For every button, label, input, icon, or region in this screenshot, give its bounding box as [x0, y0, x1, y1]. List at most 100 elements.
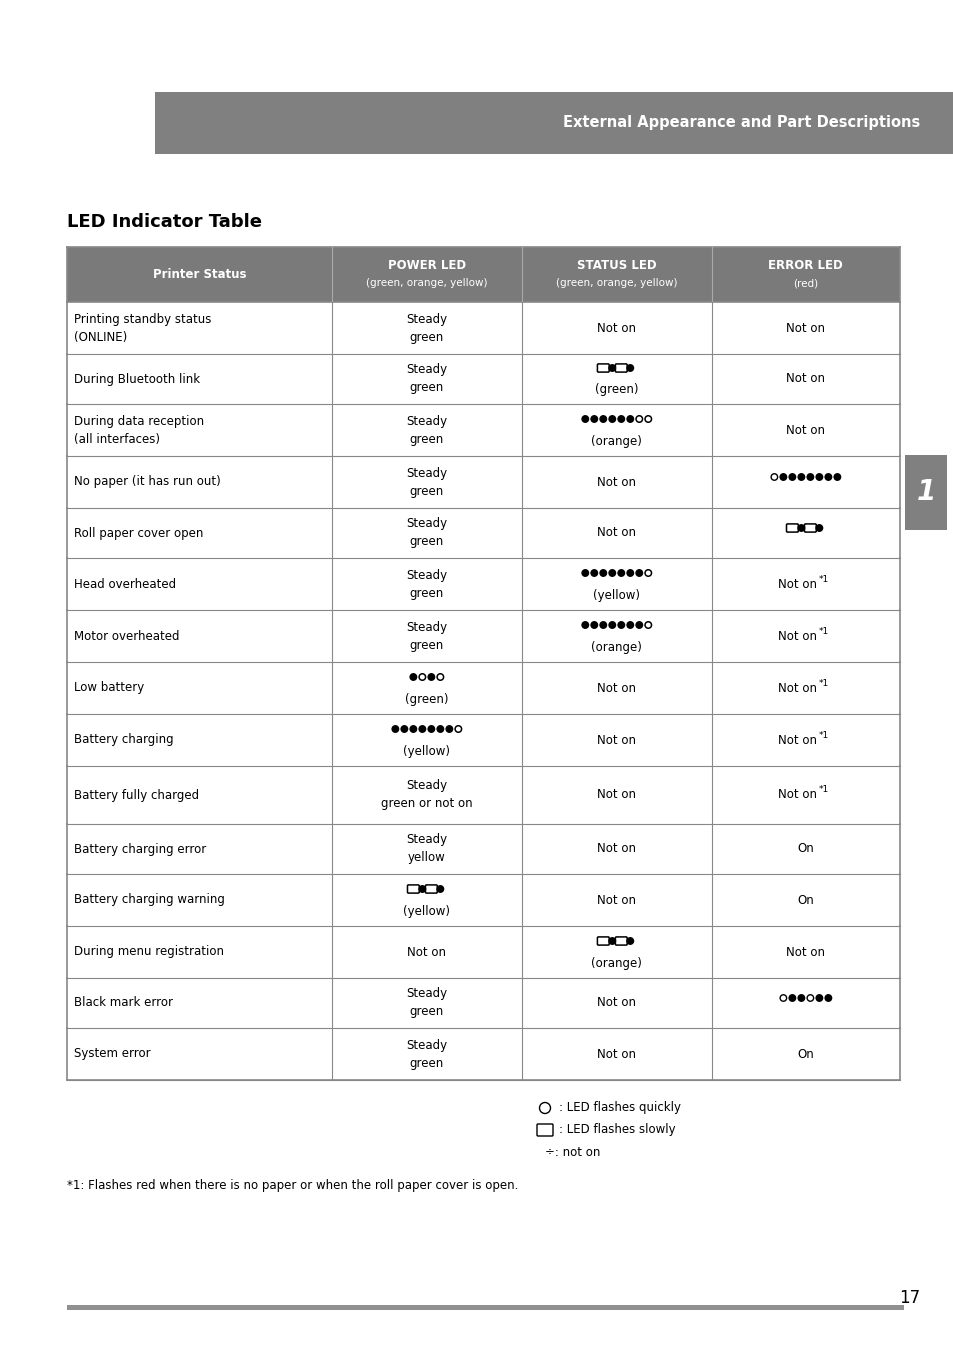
Circle shape — [410, 673, 416, 680]
Text: Not on: Not on — [597, 526, 636, 539]
Text: (green): (green) — [595, 384, 638, 396]
Text: Not on: Not on — [778, 630, 817, 642]
Text: *1: *1 — [818, 730, 828, 740]
Circle shape — [400, 726, 407, 733]
Text: : LED flashes quickly: : LED flashes quickly — [558, 1102, 680, 1114]
Circle shape — [418, 726, 425, 733]
Circle shape — [788, 473, 795, 480]
Text: Head overheated: Head overheated — [74, 577, 176, 591]
Text: Battery charging warning: Battery charging warning — [74, 894, 225, 906]
Text: Steady
yellow: Steady yellow — [406, 833, 447, 864]
Circle shape — [815, 473, 821, 480]
Circle shape — [608, 622, 615, 629]
Text: Not on: Not on — [778, 681, 817, 695]
Circle shape — [618, 569, 624, 576]
Text: During menu registration: During menu registration — [74, 945, 224, 959]
Circle shape — [599, 622, 606, 629]
Text: Not on: Not on — [785, 945, 824, 959]
Bar — [67, 873, 899, 926]
Circle shape — [788, 995, 795, 1002]
Bar — [67, 977, 899, 1028]
Text: (orange): (orange) — [591, 956, 641, 969]
Circle shape — [446, 726, 452, 733]
Text: Not on: Not on — [597, 681, 636, 695]
Text: 1: 1 — [916, 479, 935, 507]
Bar — [67, 767, 899, 823]
Circle shape — [581, 569, 588, 576]
Text: Not on: Not on — [597, 1048, 636, 1060]
Text: Steady
green: Steady green — [406, 621, 447, 652]
Text: ÷: not on: ÷: not on — [544, 1145, 599, 1159]
Text: : LED flashes slowly: : LED flashes slowly — [558, 1124, 675, 1137]
Text: Steady
green: Steady green — [406, 987, 447, 1018]
Text: Not on: Not on — [597, 996, 636, 1010]
Circle shape — [626, 622, 633, 629]
Circle shape — [410, 726, 416, 733]
Circle shape — [824, 473, 831, 480]
Text: Not on: Not on — [597, 476, 636, 488]
Circle shape — [636, 569, 642, 576]
Circle shape — [436, 886, 443, 892]
Circle shape — [626, 365, 633, 372]
Circle shape — [392, 726, 398, 733]
Circle shape — [798, 995, 803, 1002]
Text: Steady
green: Steady green — [406, 415, 447, 446]
Circle shape — [591, 416, 597, 422]
Text: Low battery: Low battery — [74, 681, 144, 695]
Text: Not on: Not on — [785, 423, 824, 437]
Text: Steady
green: Steady green — [406, 312, 447, 343]
Bar — [67, 354, 899, 404]
Circle shape — [599, 416, 606, 422]
Circle shape — [608, 416, 615, 422]
Text: Steady
green or not on: Steady green or not on — [380, 780, 472, 810]
Circle shape — [626, 416, 633, 422]
Text: Black mark error: Black mark error — [74, 996, 172, 1010]
Text: Not on: Not on — [597, 894, 636, 906]
Text: Steady
green: Steady green — [406, 466, 447, 498]
Circle shape — [608, 938, 615, 944]
Text: Not on: Not on — [407, 945, 446, 959]
Text: 17: 17 — [898, 1288, 919, 1307]
Circle shape — [815, 525, 821, 531]
Text: During Bluetooth link: During Bluetooth link — [74, 373, 200, 385]
Bar — [67, 610, 899, 662]
Text: Not on: Not on — [597, 842, 636, 856]
Text: Battery fully charged: Battery fully charged — [74, 788, 199, 802]
Circle shape — [418, 886, 425, 892]
Text: (red): (red) — [793, 279, 818, 288]
Text: No paper (it has run out): No paper (it has run out) — [74, 476, 220, 488]
Circle shape — [618, 622, 624, 629]
Circle shape — [581, 416, 588, 422]
Text: (yellow): (yellow) — [403, 904, 450, 918]
Text: (green, orange, yellow): (green, orange, yellow) — [366, 279, 487, 288]
Bar — [67, 1305, 903, 1310]
Circle shape — [815, 995, 821, 1002]
Text: (orange): (orange) — [591, 641, 641, 653]
Bar — [67, 926, 899, 977]
Text: Not on: Not on — [778, 577, 817, 591]
Text: Not on: Not on — [597, 322, 636, 334]
Bar — [67, 301, 899, 354]
Text: Not on: Not on — [597, 734, 636, 746]
Bar — [154, 92, 953, 154]
Text: *1: *1 — [818, 575, 828, 584]
Text: POWER LED: POWER LED — [387, 260, 465, 272]
Text: Steady
green: Steady green — [406, 568, 447, 599]
Text: On: On — [797, 1048, 814, 1060]
Text: *1: *1 — [818, 786, 828, 795]
Circle shape — [618, 416, 624, 422]
Text: Motor overheated: Motor overheated — [74, 630, 179, 642]
Text: System error: System error — [74, 1048, 151, 1060]
Circle shape — [581, 622, 588, 629]
Text: External Appearance and Part Descriptions: External Appearance and Part Description… — [562, 115, 919, 131]
Text: (yellow): (yellow) — [593, 588, 639, 602]
Text: Battery charging: Battery charging — [74, 734, 173, 746]
Text: (green, orange, yellow): (green, orange, yellow) — [556, 279, 677, 288]
Circle shape — [626, 569, 633, 576]
Circle shape — [806, 473, 813, 480]
Bar — [67, 247, 899, 301]
Circle shape — [833, 473, 840, 480]
Text: Not on: Not on — [785, 373, 824, 385]
Text: (orange): (orange) — [591, 434, 641, 448]
Text: Steady
green: Steady green — [406, 364, 447, 395]
